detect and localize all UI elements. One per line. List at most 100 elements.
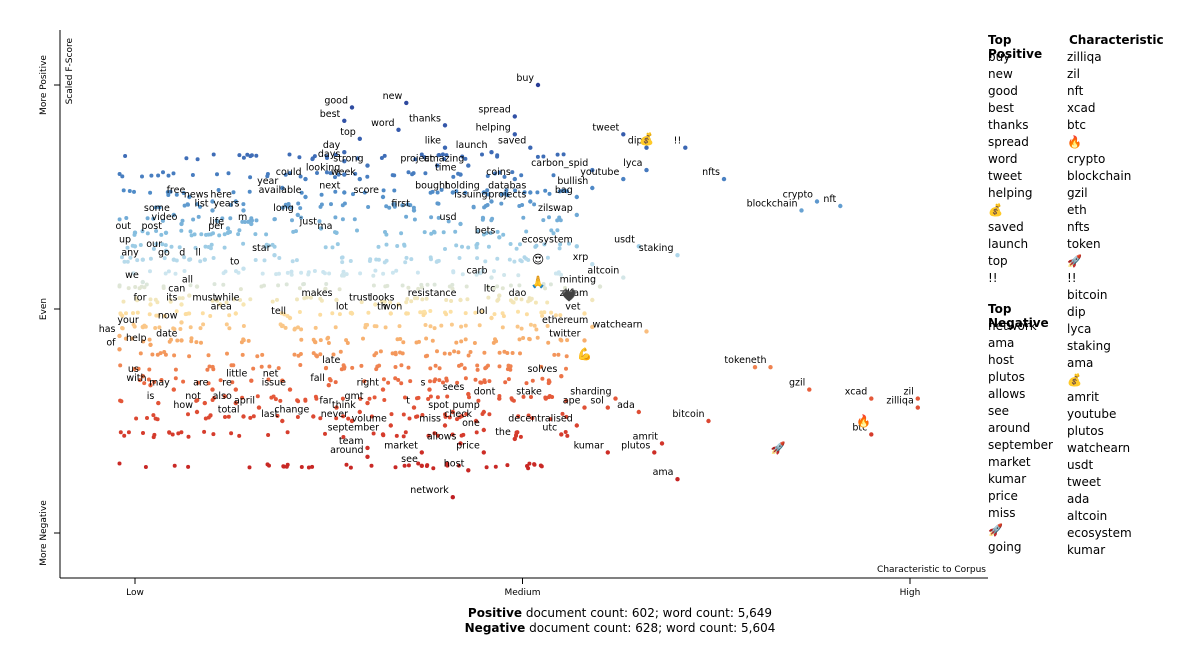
term-point xyxy=(435,190,440,195)
characteristic-term[interactable]: !! xyxy=(1067,271,1077,285)
term-point xyxy=(838,203,843,209)
characteristic-term[interactable]: nfts xyxy=(1067,220,1090,234)
top-negative-term[interactable]: allows xyxy=(988,387,1026,401)
term-point xyxy=(326,335,331,340)
top-positive-term[interactable]: helping xyxy=(988,186,1033,200)
term-point xyxy=(532,462,537,467)
characteristic-term[interactable]: dip xyxy=(1067,305,1086,319)
characteristic-term[interactable]: plutos xyxy=(1067,424,1104,438)
term-point xyxy=(342,172,347,177)
term-point xyxy=(497,350,502,355)
term-point xyxy=(224,300,229,305)
top-negative-term[interactable]: plutos xyxy=(988,370,1025,384)
top-positive-term[interactable]: !! xyxy=(988,271,998,285)
term-point xyxy=(406,170,411,175)
term-point xyxy=(472,341,477,345)
term-point xyxy=(284,282,289,287)
term-point xyxy=(463,190,468,195)
characteristic-term[interactable]: staking xyxy=(1067,339,1111,353)
term-label: saved xyxy=(498,136,526,147)
top-negative-term[interactable]: network xyxy=(988,319,1037,333)
top-negative-term[interactable]: see xyxy=(988,404,1010,418)
top-negative-term[interactable]: september xyxy=(988,438,1053,452)
top-negative-term[interactable]: 🚀 xyxy=(988,523,1003,537)
characteristic-term[interactable]: blockchain xyxy=(1067,169,1132,183)
term-point xyxy=(496,297,501,302)
top-positive-term[interactable]: 💰 xyxy=(988,203,1003,217)
term-label: april xyxy=(234,396,255,407)
term-point xyxy=(211,231,215,236)
characteristic-term[interactable]: ada xyxy=(1067,492,1090,506)
characteristic-term[interactable]: 🔥 xyxy=(1067,135,1082,149)
top-negative-term[interactable]: host xyxy=(988,353,1014,367)
top-negative-term[interactable]: around xyxy=(988,421,1031,435)
term-label: pump xyxy=(452,400,479,411)
term-point xyxy=(508,283,513,288)
top-positive-term[interactable]: top xyxy=(988,254,1008,268)
characteristic-term[interactable]: 💰 xyxy=(1067,373,1082,387)
top-positive-term[interactable]: saved xyxy=(988,220,1024,234)
term-point xyxy=(228,216,233,221)
term-point xyxy=(171,387,176,392)
top-positive-term[interactable]: good xyxy=(988,84,1018,98)
characteristic-term[interactable]: altcoin xyxy=(1067,509,1108,523)
characteristic-term[interactable]: kumar xyxy=(1067,543,1106,557)
term-point xyxy=(590,167,595,173)
top-negative-term[interactable]: ama xyxy=(988,336,1015,350)
characteristic-term[interactable]: eth xyxy=(1067,203,1087,217)
top-positive-term[interactable]: spread xyxy=(988,135,1029,149)
top-positive-term[interactable]: word xyxy=(988,152,1018,166)
top-negative-term[interactable]: miss xyxy=(988,506,1016,520)
term-point xyxy=(486,192,491,197)
characteristic-term[interactable]: ama xyxy=(1067,356,1094,370)
term-point xyxy=(185,202,190,207)
characteristic-term[interactable]: btc xyxy=(1067,118,1086,132)
term-label: right xyxy=(357,378,380,389)
term-point xyxy=(326,341,331,345)
top-negative-term[interactable]: price xyxy=(988,489,1018,503)
top-positive-term[interactable]: launch xyxy=(988,237,1029,251)
characteristic-term[interactable]: lyca xyxy=(1067,322,1092,336)
characteristic-term[interactable]: watchearn xyxy=(1067,441,1131,455)
characteristic-term[interactable]: bitcoin xyxy=(1067,288,1108,302)
characteristic-term[interactable]: tweet xyxy=(1067,475,1101,489)
term-point xyxy=(333,175,337,180)
top-positive-term[interactable]: buy xyxy=(988,50,1011,64)
term-point xyxy=(161,170,165,175)
term-point xyxy=(412,217,417,222)
characteristic-term[interactable]: youtube xyxy=(1067,407,1117,421)
characteristic-term[interactable]: xcad xyxy=(1067,101,1096,115)
characteristic-term[interactable]: zilliqa xyxy=(1067,50,1102,64)
term-point xyxy=(512,114,517,119)
characteristic-term[interactable]: gzil xyxy=(1067,186,1088,200)
term-point xyxy=(190,173,195,177)
top-positive-term[interactable]: new xyxy=(988,67,1013,81)
top-negative-term[interactable]: market xyxy=(988,455,1031,469)
y-tick-label: Even xyxy=(39,298,49,320)
term-point xyxy=(543,286,548,291)
term-point xyxy=(511,398,516,403)
term-point xyxy=(454,340,459,345)
top-negative-term[interactable]: going xyxy=(988,540,1022,554)
characteristic-term[interactable]: nft xyxy=(1067,84,1084,98)
characteristic-term[interactable]: 🚀 xyxy=(1067,254,1082,268)
term-point xyxy=(493,464,498,469)
characteristic-term[interactable]: zil xyxy=(1067,67,1080,81)
term-point xyxy=(465,297,470,302)
characteristic-term[interactable]: crypto xyxy=(1067,152,1106,166)
term-point xyxy=(551,231,556,236)
term-point xyxy=(295,212,300,218)
term-point xyxy=(118,363,123,368)
term-point xyxy=(313,325,318,330)
term-point xyxy=(497,170,502,175)
characteristic-term[interactable]: token xyxy=(1067,237,1101,251)
term-point xyxy=(179,228,184,233)
term-label: for xyxy=(133,293,146,304)
characteristic-term[interactable]: amrit xyxy=(1067,390,1100,404)
characteristic-term[interactable]: ecosystem xyxy=(1067,526,1132,540)
top-positive-term[interactable]: best xyxy=(988,101,1014,115)
top-negative-term[interactable]: kumar xyxy=(988,472,1027,486)
top-positive-term[interactable]: thanks xyxy=(988,118,1029,132)
top-positive-term[interactable]: tweet xyxy=(988,169,1022,183)
characteristic-term[interactable]: usdt xyxy=(1067,458,1094,472)
